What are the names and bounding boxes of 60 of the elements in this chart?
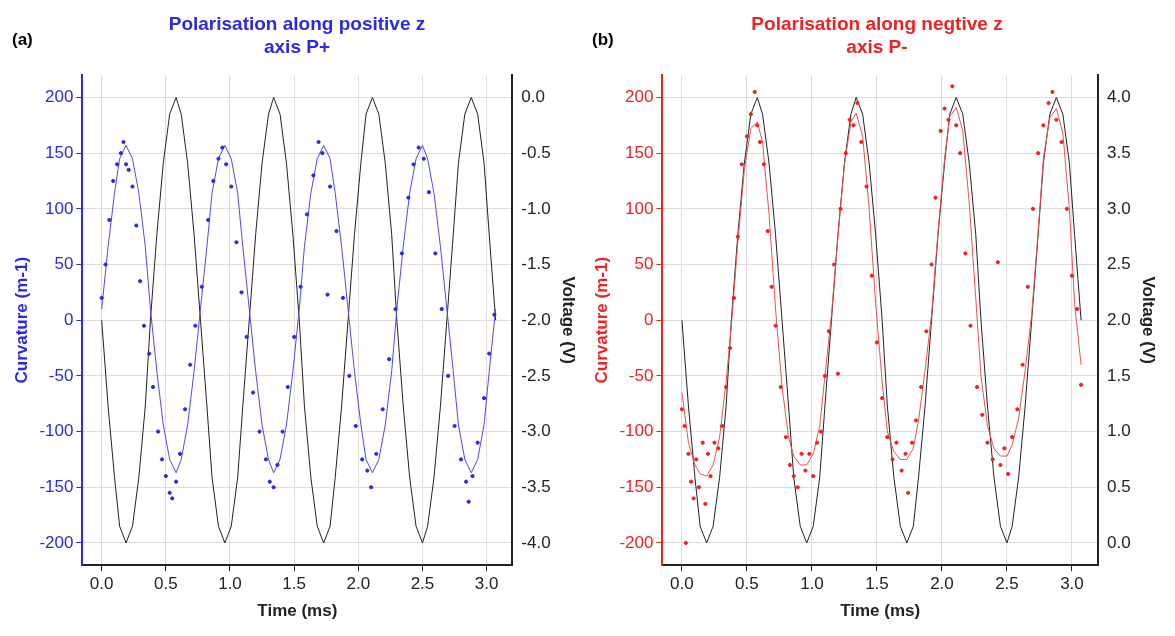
y2-tick-label: 2.0 [1106, 309, 1131, 329]
x-axis-title: Time (ms) [840, 601, 921, 621]
x-tick-label: 2.5 [995, 574, 1019, 594]
y-axis-title: Curvature (m-1) [591, 256, 611, 384]
y2-tick-label: 0.0 [521, 87, 545, 107]
y2-tick-label: -1.5 [521, 254, 551, 274]
x-tick-label: 0.0 [89, 574, 114, 594]
y2-axis-title: Voltage (V) [1139, 276, 1159, 364]
y-tick-label: 50 [54, 254, 74, 274]
y-tick-label: 0 [63, 309, 74, 329]
x-tick-label: 3.0 [474, 574, 499, 594]
x-tick-label: 2.0 [346, 574, 371, 594]
y-tick-label: 0 [643, 309, 654, 329]
y-tick-label: 50 [634, 254, 654, 274]
y-tick-label: -200 [39, 532, 74, 552]
y2-tick-label: 0.0 [1106, 532, 1131, 552]
y-tick-label: 100 [45, 198, 74, 218]
x-tick-label: 1.5 [282, 574, 306, 594]
y-tick-label: 200 [625, 87, 654, 107]
y2-tick-label: 4.0 [1106, 87, 1131, 107]
y2-tick-label: 3.5 [1106, 142, 1131, 162]
y2-tick-label: -2.5 [521, 365, 551, 385]
y-tick-label: 150 [625, 142, 654, 162]
x-tick-label: 3.0 [1060, 574, 1084, 594]
y-tick-label: -150 [619, 476, 654, 496]
y2-tick-label: -0.5 [521, 142, 551, 162]
x-tick-label: 0.5 [154, 574, 178, 594]
y2-tick-label: 0.5 [1106, 476, 1131, 496]
y2-tick-label: -3.0 [521, 421, 551, 441]
y2-tick-label: 3.0 [1106, 198, 1131, 218]
y-tick-label: 150 [45, 142, 74, 162]
y2-axis-title: Voltage (V) [559, 276, 579, 364]
y-tick-label: -50 [48, 365, 74, 385]
chart-title: Polarisation along negtive z axis P- [750, 12, 1004, 58]
y2-tick-label: 1.5 [1106, 365, 1131, 385]
y2-tick-label: -4.0 [521, 532, 551, 552]
x-tick-label: 1.0 [218, 574, 242, 594]
x-axis-title: Time (ms) [257, 601, 338, 621]
text: (a) [12, 30, 33, 50]
y-tick-label: -100 [619, 421, 654, 441]
y2-tick-label: 1.0 [1106, 421, 1131, 441]
y-tick-label: -100 [39, 421, 74, 441]
x-tick-label: 0.5 [735, 574, 759, 594]
y-tick-label: 100 [625, 198, 654, 218]
y-tick-label: -150 [39, 476, 74, 496]
x-tick-label: 1.0 [800, 574, 824, 594]
y-tick-label: 200 [45, 87, 74, 107]
y-axis-title: Curvature (m-1) [11, 256, 31, 384]
y2-tick-label: -3.5 [521, 476, 551, 496]
x-tick-label: 2.0 [930, 574, 954, 594]
x-tick-label: 0.0 [670, 574, 694, 594]
y2-tick-label: -2.0 [521, 309, 551, 329]
y2-tick-label: 2.5 [1106, 254, 1131, 274]
y-tick-label: -50 [628, 365, 654, 385]
y2-tick-label: -1.0 [521, 198, 551, 218]
chart-title: Polarisation along positive z axis P+ [167, 12, 427, 58]
text: (b) [592, 30, 614, 50]
x-tick-label: 2.5 [410, 574, 435, 594]
x-tick-label: 1.5 [865, 574, 889, 594]
y-tick-label: -200 [619, 532, 654, 552]
